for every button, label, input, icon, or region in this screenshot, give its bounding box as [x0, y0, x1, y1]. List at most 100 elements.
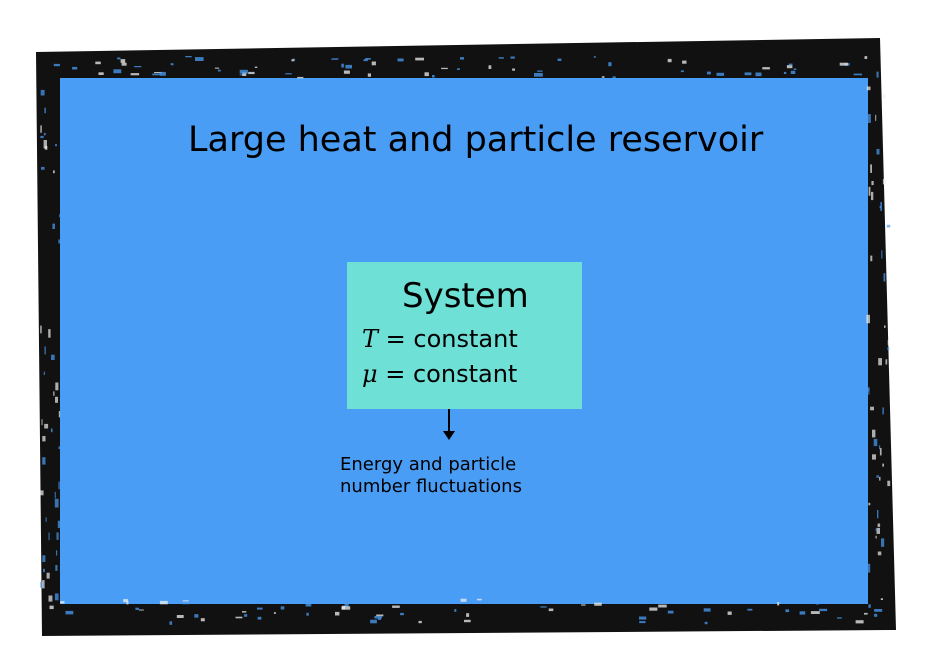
frame-speckle	[59, 214, 61, 217]
frame-speckle	[854, 74, 863, 76]
frame-speckle	[415, 58, 424, 61]
frame-speckle	[785, 609, 789, 612]
frame-speckle	[236, 617, 243, 619]
frame-speckle	[72, 67, 77, 70]
frame-speckle	[707, 72, 711, 75]
frame-speckle	[777, 602, 779, 606]
equals-sign: =	[378, 325, 413, 353]
frame-speckle	[53, 391, 54, 395]
frame-speckle	[886, 359, 888, 364]
frame-speckle	[332, 58, 339, 60]
frame-speckle	[705, 622, 708, 624]
frame-speckle	[46, 517, 47, 521]
frame-speckle	[152, 74, 160, 76]
frame-speckle	[819, 609, 827, 611]
frame-speckle	[704, 608, 711, 611]
frame-speckle	[464, 620, 471, 622]
frame-speckle	[126, 601, 128, 604]
frame-speckle	[867, 564, 871, 573]
frame-speckle	[499, 57, 504, 59]
frame-speckle	[218, 70, 221, 72]
frame-speckle	[306, 613, 308, 616]
frame-speckle	[441, 68, 448, 69]
temperature-symbol: T	[362, 325, 378, 353]
frame-speckle	[512, 69, 515, 71]
frame-speckle	[40, 136, 43, 138]
frame-speckle	[800, 611, 806, 614]
frame-speckle	[876, 475, 879, 478]
frame-speckle	[419, 621, 422, 623]
frame-speckle	[378, 618, 381, 620]
frame-speckle	[608, 62, 611, 66]
frame-speckle	[255, 67, 257, 68]
frame-speckle	[534, 73, 543, 77]
frame-speckle	[489, 65, 492, 69]
frame-speckle	[876, 529, 878, 531]
frame-speckle	[871, 192, 873, 200]
frame-speckle	[341, 606, 350, 609]
frame-speckle	[170, 621, 173, 625]
frame-speckle	[297, 77, 303, 78]
frame-speckle	[59, 411, 60, 417]
frame-speckle	[44, 140, 47, 149]
frame-speckle	[868, 503, 870, 506]
frame-speckle	[291, 59, 294, 61]
frame-speckle	[370, 620, 377, 624]
frame-speckle	[42, 457, 45, 464]
frame-speckle	[400, 613, 404, 615]
frame-speckle	[344, 71, 350, 74]
frame-speckle	[881, 250, 882, 258]
frame-speckle	[131, 73, 140, 75]
frame-speckle	[638, 598, 642, 599]
frame-speckle	[41, 90, 45, 96]
frame-speckle	[44, 108, 46, 114]
frame-speckle	[884, 325, 886, 328]
frame-speckle	[58, 482, 59, 490]
frame-speckle	[747, 609, 752, 611]
frame-speckle	[432, 75, 435, 78]
frame-speckle	[341, 64, 344, 68]
frame-speckle	[215, 68, 219, 69]
frame-speckle	[835, 600, 840, 601]
frame-speckle	[306, 604, 312, 607]
frame-speckle	[49, 532, 50, 540]
frame-speckle	[864, 613, 868, 615]
frame-speckle	[258, 617, 262, 620]
frame-speckle	[160, 601, 168, 604]
frame-speckle	[794, 69, 797, 71]
frame-speckle	[668, 59, 672, 62]
frame-speckle	[139, 610, 144, 611]
frame-speckle	[784, 72, 786, 74]
frame-speckle	[883, 95, 886, 99]
frame-speckle	[242, 611, 246, 613]
frame-speckle	[594, 56, 596, 58]
frame-speckle	[882, 407, 884, 414]
frame-speckle	[335, 612, 339, 616]
frame-speckle	[866, 315, 870, 323]
frame-speckle	[791, 71, 796, 74]
frame-speckle	[602, 76, 605, 78]
frame-speckle	[60, 601, 64, 604]
frame-speckle	[372, 62, 376, 66]
frame-speckle	[113, 69, 121, 73]
frame-speckle	[870, 407, 874, 411]
frame-speckle	[55, 492, 56, 499]
frame-speckle	[877, 510, 878, 518]
fluctuation-label: Energy and particle number fluctuations	[340, 454, 560, 498]
frame-speckle	[887, 481, 890, 486]
frame-speckle	[48, 329, 50, 338]
frame-speckle	[549, 609, 554, 612]
frame-speckle	[639, 621, 645, 623]
frame-speckle	[540, 606, 546, 607]
frame-speckle	[55, 565, 57, 571]
frame-speckle	[872, 430, 875, 438]
frame-speckle	[668, 611, 674, 614]
system-title: System	[402, 276, 529, 316]
frame-speckle	[392, 606, 400, 608]
frame-speckle	[248, 72, 254, 74]
frame-speckle	[50, 606, 54, 610]
equals-sign: =	[378, 360, 413, 388]
frame-speckle	[789, 64, 793, 66]
frame-speckle	[42, 555, 45, 562]
frame-speckle	[477, 599, 482, 601]
